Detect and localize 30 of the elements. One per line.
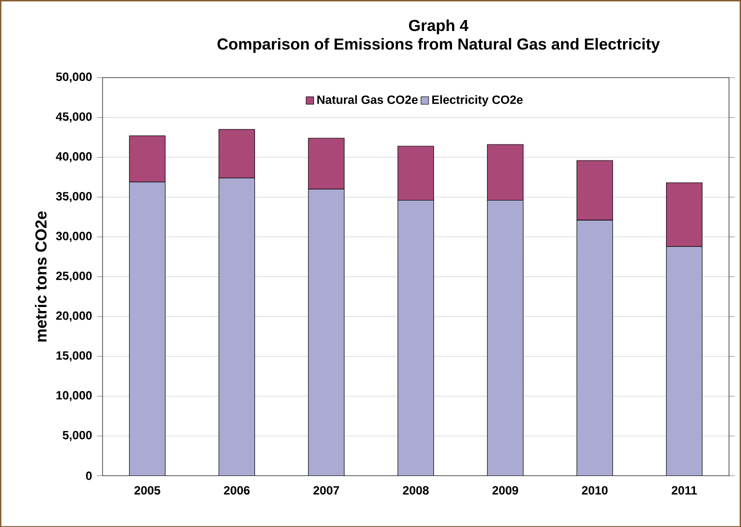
y-tick-label: 15,000 [56, 351, 92, 362]
bar [666, 246, 702, 476]
x-tick-label: 2009 [492, 486, 518, 494]
bar [576, 220, 613, 476]
chart-title: Graph 4 [409, 19, 468, 34]
y-tick-label: 35,000 [56, 192, 92, 202]
y-tick-label: 10,000 [56, 390, 92, 402]
x-tick-label: 2006 [224, 486, 250, 494]
legend-label: Electricity CO2e [432, 94, 523, 106]
x-tick-label: 2005 [134, 486, 160, 494]
legend-label: Natural Gas CO2e [317, 94, 418, 104]
x-tick-label: 2008 [402, 486, 429, 494]
bar [487, 200, 524, 476]
x-tick-label: 2007 [313, 486, 340, 494]
x-tick-label: 2011 [672, 486, 697, 494]
y-tick-label: 45,000 [56, 112, 92, 122]
y-tick-label: 5,000 [62, 430, 92, 441]
y-axis-title: metric tons CO2e [34, 211, 47, 342]
x-tick-label: 2010 [582, 486, 608, 494]
y-tick-label: 50,000 [56, 72, 92, 83]
y-tick-label: 20,000 [56, 311, 92, 322]
y-tick-label: 30,000 [56, 232, 92, 242]
y-tick-label: 25,000 [56, 271, 92, 282]
y-tick-label: 0 [86, 471, 92, 480]
y-tick-label: 40,000 [56, 152, 92, 162]
bar [218, 178, 255, 476]
bar [398, 200, 434, 476]
bar [308, 188, 344, 476]
bar [129, 182, 166, 476]
chart-subtitle: Comparison of Emissions from Natural Gas and Electricity [218, 38, 660, 53]
